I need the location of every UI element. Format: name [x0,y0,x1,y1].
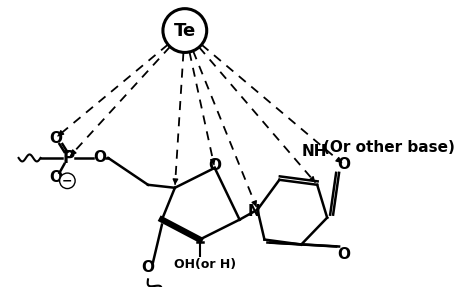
Text: N: N [247,204,260,219]
Text: NH: NH [301,145,327,160]
Text: O: O [49,130,62,145]
Text: O: O [337,158,351,173]
Text: (Or other base): (Or other base) [323,141,455,156]
Text: OH(or H): OH(or H) [173,258,236,271]
Text: Te: Te [173,22,196,39]
Text: O: O [49,170,62,185]
Text: O: O [337,247,351,262]
Text: P: P [62,149,74,167]
Text: O: O [142,260,155,275]
Text: −: − [62,174,73,187]
Text: O: O [94,150,107,165]
Text: O: O [208,158,221,173]
